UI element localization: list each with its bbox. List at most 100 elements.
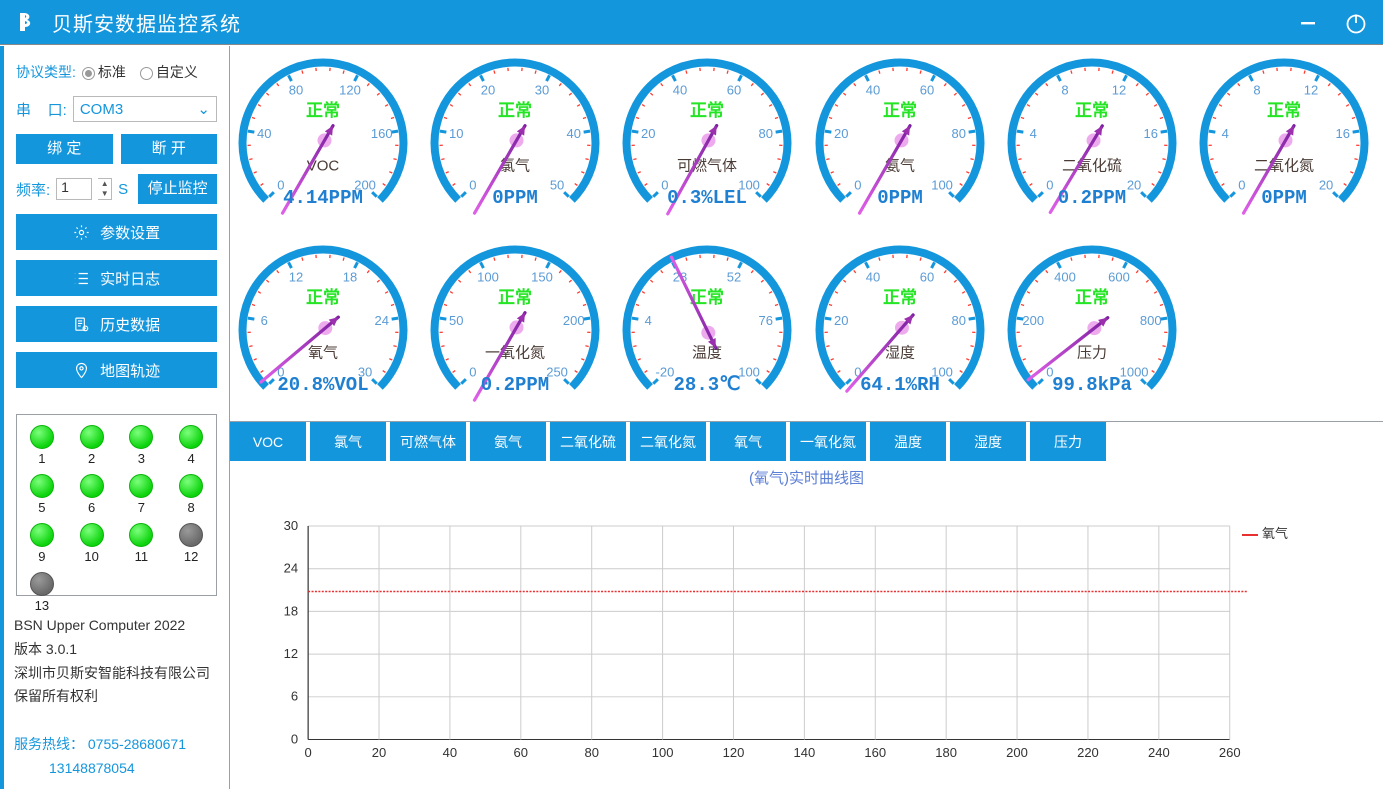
svg-text:正常: 正常 [883, 287, 917, 307]
svg-text:正常: 正常 [1267, 100, 1301, 120]
svg-text:20: 20 [1319, 177, 1333, 192]
svg-text:12: 12 [289, 269, 303, 284]
svg-text:40: 40 [443, 745, 457, 760]
svg-text:二氧化硫: 二氧化硫 [1062, 157, 1122, 174]
svg-text:10: 10 [449, 126, 463, 141]
svg-text:80: 80 [759, 126, 773, 141]
svg-text:100: 100 [931, 177, 953, 192]
svg-text:40: 40 [865, 269, 879, 284]
svg-text:12: 12 [1304, 82, 1318, 97]
svg-text:0.2PPM: 0.2PPM [481, 374, 549, 396]
svg-text:24: 24 [375, 313, 389, 328]
svg-text:140: 140 [794, 745, 816, 760]
svg-text:40: 40 [567, 126, 581, 141]
svg-text:120: 120 [723, 745, 745, 760]
svg-text:150: 150 [531, 269, 553, 284]
svg-text:200: 200 [1006, 745, 1028, 760]
svg-text:30: 30 [535, 82, 549, 97]
svg-text:200: 200 [1022, 313, 1044, 328]
svg-text:0: 0 [470, 177, 477, 192]
svg-text:正常: 正常 [1075, 287, 1109, 307]
svg-text:250: 250 [546, 364, 568, 379]
svg-text:0.2PPM: 0.2PPM [1058, 187, 1126, 209]
svg-text:60: 60 [919, 269, 933, 284]
svg-text:16: 16 [1335, 126, 1349, 141]
svg-text:20: 20 [1127, 177, 1141, 192]
svg-text:16: 16 [1143, 126, 1157, 141]
svg-text:正常: 正常 [498, 287, 532, 307]
svg-text:30: 30 [284, 518, 298, 533]
svg-text:压力: 压力 [1077, 344, 1107, 361]
svg-text:20: 20 [834, 313, 848, 328]
svg-text:60: 60 [514, 745, 528, 760]
svg-text:60: 60 [919, 82, 933, 97]
svg-text:60: 60 [727, 82, 741, 97]
svg-text:20.8%VOL: 20.8%VOL [277, 374, 368, 396]
svg-text:氧气: 氧气 [308, 344, 338, 361]
svg-text:12: 12 [1112, 82, 1126, 97]
svg-text:160: 160 [371, 126, 393, 141]
svg-text:80: 80 [951, 126, 965, 141]
svg-text:76: 76 [759, 313, 773, 328]
svg-text:100: 100 [477, 269, 499, 284]
svg-text:40: 40 [673, 82, 687, 97]
svg-text:0PPM: 0PPM [1261, 187, 1307, 209]
svg-text:28.3℃: 28.3℃ [674, 374, 741, 396]
svg-text:一氧化氮: 一氧化氮 [485, 344, 545, 361]
svg-text:64.1%RH: 64.1%RH [860, 374, 940, 396]
svg-text:4: 4 [645, 313, 652, 328]
svg-text:正常: 正常 [498, 100, 532, 120]
svg-text:8: 8 [1253, 82, 1260, 97]
svg-text:20: 20 [481, 82, 495, 97]
svg-text:4: 4 [1222, 126, 1229, 141]
svg-text:0: 0 [291, 732, 298, 747]
svg-text:180: 180 [935, 745, 957, 760]
svg-text:80: 80 [289, 82, 303, 97]
svg-text:正常: 正常 [306, 100, 340, 120]
svg-text:160: 160 [864, 745, 886, 760]
svg-text:600: 600 [1108, 269, 1130, 284]
svg-text:8: 8 [1061, 82, 1068, 97]
svg-text:正常: 正常 [690, 100, 724, 120]
svg-text:温度: 温度 [692, 344, 722, 361]
svg-text:-20: -20 [656, 364, 675, 379]
svg-text:正常: 正常 [1075, 100, 1109, 120]
svg-text:80: 80 [951, 313, 965, 328]
svg-text:24: 24 [284, 561, 298, 576]
svg-text:100: 100 [652, 745, 674, 760]
svg-text:正常: 正常 [883, 100, 917, 120]
svg-text:120: 120 [339, 82, 361, 97]
svg-text:200: 200 [563, 313, 585, 328]
svg-text:40: 40 [865, 82, 879, 97]
svg-text:20: 20 [372, 745, 386, 760]
svg-text:20: 20 [641, 126, 655, 141]
svg-text:18: 18 [284, 603, 298, 618]
svg-text:0: 0 [1046, 177, 1053, 192]
svg-text:220: 220 [1077, 745, 1099, 760]
svg-text:40: 40 [257, 126, 271, 141]
svg-text:0: 0 [854, 177, 861, 192]
svg-text:0: 0 [305, 745, 312, 760]
svg-text:50: 50 [449, 313, 463, 328]
svg-text:正常: 正常 [306, 287, 340, 307]
svg-text:0: 0 [470, 364, 477, 379]
svg-text:12: 12 [284, 646, 298, 661]
svg-text:99.8kPa: 99.8kPa [1052, 374, 1132, 396]
svg-text:80: 80 [584, 745, 598, 760]
svg-text:6: 6 [261, 313, 268, 328]
svg-text:4: 4 [1029, 126, 1036, 141]
svg-text:50: 50 [550, 177, 564, 192]
svg-text:可燃气体: 可燃气体 [677, 156, 737, 174]
svg-text:0PPM: 0PPM [877, 187, 923, 209]
svg-text:800: 800 [1140, 313, 1162, 328]
svg-text:二氧化氮: 二氧化氮 [1254, 157, 1314, 174]
svg-text:4.14PPM: 4.14PPM [283, 187, 363, 209]
svg-text:0: 0 [1238, 177, 1245, 192]
svg-text:240: 240 [1148, 745, 1170, 760]
svg-text:400: 400 [1054, 269, 1076, 284]
svg-text:湿度: 湿度 [885, 344, 915, 361]
svg-text:52: 52 [727, 269, 741, 284]
svg-text:0PPM: 0PPM [492, 187, 538, 209]
svg-text:20: 20 [834, 126, 848, 141]
svg-text:100: 100 [739, 364, 761, 379]
